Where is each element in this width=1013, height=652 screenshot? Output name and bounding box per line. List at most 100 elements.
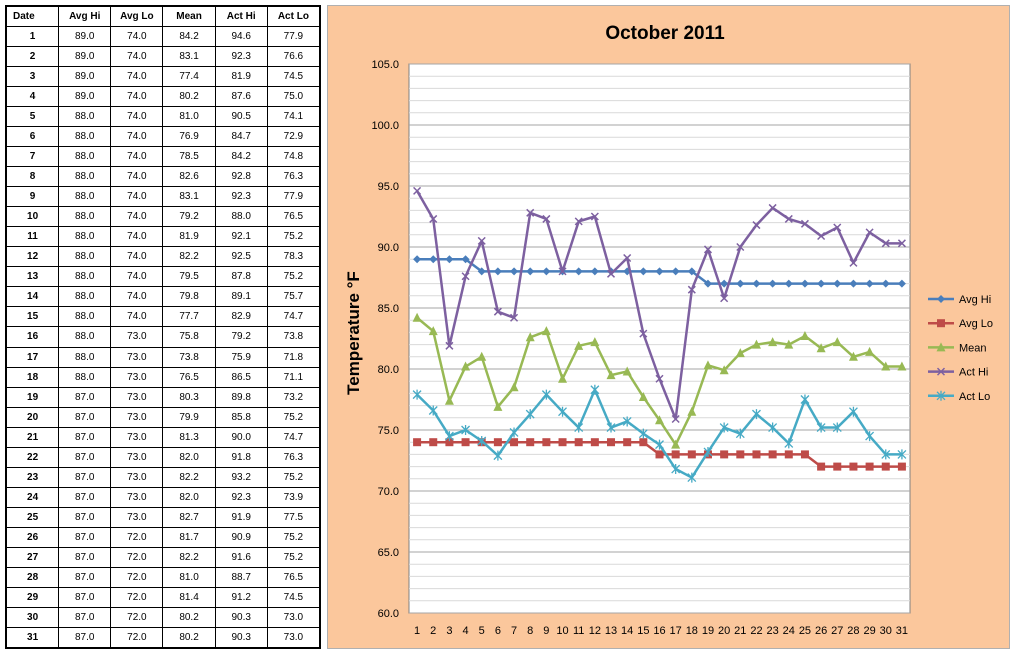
data-point (719, 422, 729, 433)
data-point (558, 267, 567, 276)
value-cell: 88.0 (58, 186, 112, 208)
data-point (736, 450, 745, 459)
data-point (461, 425, 471, 435)
value-cell: 74.0 (110, 246, 164, 268)
data-point (461, 438, 470, 447)
value-cell: 79.8 (162, 286, 216, 308)
value-cell: 81.4 (162, 586, 216, 608)
value-cell: 75.2 (266, 466, 321, 488)
date-cell: 24 (5, 486, 60, 508)
value-cell: 88.0 (58, 206, 112, 228)
date-cell: 5 (5, 106, 60, 128)
x-tick-label: 22 (750, 625, 762, 637)
value-cell: 73.0 (110, 466, 164, 488)
data-point (768, 279, 777, 288)
date-cell: 13 (5, 266, 60, 288)
data-point (509, 427, 519, 438)
value-cell: 88.0 (58, 366, 112, 388)
data-point (832, 422, 842, 433)
data-point (752, 450, 761, 459)
table-row: 29 87.0 72.0 81.4 91.2 74.5 (5, 586, 321, 608)
x-tick-label: 13 (605, 625, 617, 637)
data-point (865, 462, 874, 471)
value-cell: 73.0 (266, 626, 321, 649)
data-point (606, 422, 616, 433)
data-point (558, 406, 567, 417)
data-point (655, 415, 664, 425)
value-cell: 82.2 (162, 466, 216, 488)
value-cell: 90.3 (214, 606, 268, 628)
series-avg-hi (413, 255, 906, 288)
value-cell: 87.0 (58, 566, 112, 588)
date-cell: 30 (5, 606, 60, 628)
data-point (720, 294, 729, 303)
value-cell: 81.0 (162, 566, 216, 588)
data-point (510, 438, 519, 447)
data-point (784, 438, 794, 449)
value-cell: 90.0 (214, 426, 268, 448)
date-cell: 27 (5, 546, 60, 568)
value-cell: 88.0 (58, 146, 112, 168)
value-cell: 75.2 (266, 226, 321, 248)
y-tick-label: 75.0 (378, 425, 399, 437)
value-cell: 82.2 (162, 546, 216, 568)
legend-label: Avg Lo (959, 318, 993, 330)
data-point (444, 395, 454, 405)
date-cell: 2 (5, 46, 60, 68)
table-row: 10 88.0 74.0 79.2 88.0 76.5 (5, 206, 321, 228)
value-cell: 76.9 (162, 126, 216, 148)
data-point (445, 341, 454, 350)
data-point (881, 462, 890, 471)
data-point (897, 279, 906, 288)
table-row: 5 88.0 74.0 81.0 90.5 74.1 (5, 106, 321, 128)
data-point (703, 446, 713, 457)
table-row: 20 87.0 73.0 79.9 85.8 75.2 (5, 406, 321, 428)
value-cell: 88.0 (214, 206, 268, 228)
column-header: Avg Hi (58, 6, 112, 27)
table-row: 23 87.0 73.0 82.2 93.2 75.2 (5, 466, 321, 488)
data-point (768, 450, 777, 459)
date-cell: 17 (5, 346, 60, 368)
data-point (428, 405, 438, 416)
data-point (542, 267, 551, 276)
data-point (720, 450, 729, 459)
data-point (477, 236, 486, 245)
value-cell: 91.9 (214, 506, 268, 528)
data-point (671, 439, 681, 449)
value-cell: 93.2 (214, 466, 268, 488)
value-cell: 82.9 (214, 306, 268, 328)
legend-entry: Avg Hi (928, 294, 991, 306)
data-point (542, 438, 551, 447)
value-cell: 76.3 (266, 446, 321, 468)
x-tick-label: 8 (527, 625, 533, 637)
table-row: 3 89.0 74.0 77.4 81.9 74.5 (5, 66, 321, 88)
data-point (768, 422, 778, 433)
value-cell: 75.7 (266, 286, 321, 308)
value-cell: 73.0 (110, 386, 164, 408)
table-row: 12 88.0 74.0 82.2 92.5 78.3 (5, 246, 321, 268)
data-point (606, 370, 616, 380)
value-cell: 81.9 (214, 66, 268, 88)
x-tick-label: 21 (734, 625, 746, 637)
date-cell: 1 (5, 25, 60, 48)
value-cell: 73.0 (110, 426, 164, 448)
series-layer (412, 186, 907, 483)
data-point (800, 219, 809, 228)
y-tick-label: 105.0 (371, 59, 399, 71)
date-cell: 31 (5, 626, 60, 649)
data-point (736, 242, 745, 252)
value-cell: 73.0 (110, 366, 164, 388)
value-cell: 73.0 (110, 326, 164, 348)
data-point (461, 272, 470, 281)
value-cell: 87.0 (58, 606, 112, 628)
date-cell: 18 (5, 366, 60, 388)
value-cell: 77.9 (266, 186, 321, 208)
value-cell: 81.3 (162, 426, 216, 448)
value-cell: 87.0 (58, 466, 112, 488)
data-point (816, 422, 826, 433)
x-tick-label: 5 (479, 625, 485, 637)
data-point (526, 208, 535, 217)
plot-area (408, 63, 911, 614)
series-act-lo (412, 384, 907, 483)
data-point (897, 462, 906, 471)
